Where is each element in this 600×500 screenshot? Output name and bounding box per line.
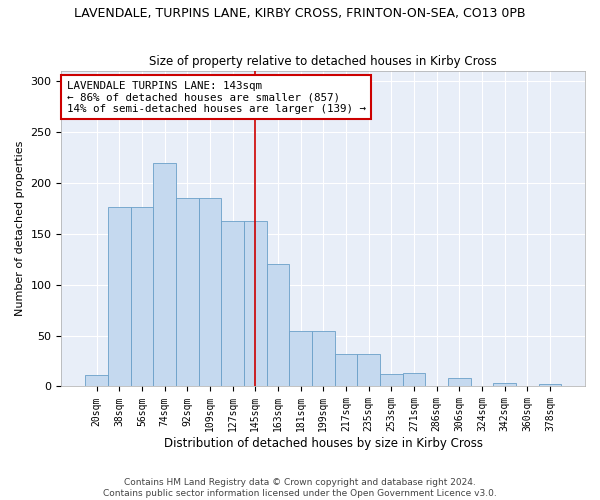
Bar: [493, 384, 516, 386]
Bar: [539, 384, 561, 386]
Bar: [289, 330, 312, 386]
Bar: [108, 208, 131, 386]
Bar: [448, 378, 470, 386]
Bar: [380, 374, 403, 386]
Bar: [176, 198, 199, 386]
Bar: [244, 220, 266, 386]
Bar: [403, 373, 425, 386]
Text: Contains HM Land Registry data © Crown copyright and database right 2024.
Contai: Contains HM Land Registry data © Crown c…: [103, 478, 497, 498]
Bar: [199, 198, 221, 386]
Bar: [221, 220, 244, 386]
Text: LAVENDALE, TURPINS LANE, KIRBY CROSS, FRINTON-ON-SEA, CO13 0PB: LAVENDALE, TURPINS LANE, KIRBY CROSS, FR…: [74, 8, 526, 20]
Bar: [357, 354, 380, 386]
X-axis label: Distribution of detached houses by size in Kirby Cross: Distribution of detached houses by size …: [164, 437, 483, 450]
Bar: [85, 376, 108, 386]
Text: LAVENDALE TURPINS LANE: 143sqm
← 86% of detached houses are smaller (857)
14% of: LAVENDALE TURPINS LANE: 143sqm ← 86% of …: [67, 80, 365, 114]
Title: Size of property relative to detached houses in Kirby Cross: Size of property relative to detached ho…: [149, 56, 497, 68]
Bar: [335, 354, 357, 386]
Bar: [312, 330, 335, 386]
Bar: [153, 162, 176, 386]
Bar: [266, 264, 289, 386]
Y-axis label: Number of detached properties: Number of detached properties: [15, 141, 25, 316]
Bar: [131, 208, 153, 386]
